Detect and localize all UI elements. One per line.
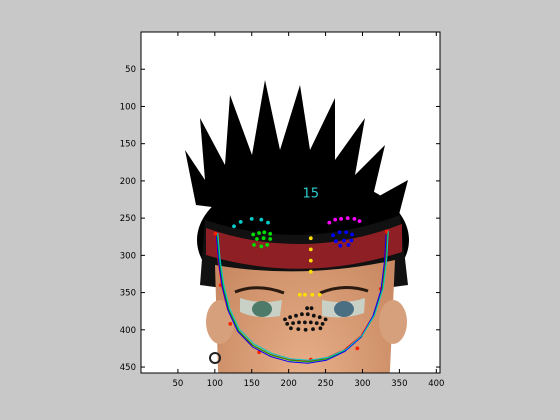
data-point-s1-3 xyxy=(268,231,273,236)
data-point-s5-7 xyxy=(323,317,328,322)
data-point-s3-6 xyxy=(349,238,354,243)
earring xyxy=(209,352,221,364)
y-tick-label-4: 250 xyxy=(120,214,136,224)
face-image xyxy=(185,80,409,420)
face-skin xyxy=(215,260,395,373)
x-tick-label-1: 100 xyxy=(207,379,223,389)
data-point-s5-2 xyxy=(294,313,298,318)
right-ear xyxy=(379,300,407,344)
data-point-s3-0 xyxy=(331,233,335,238)
data-point-s3-7 xyxy=(338,243,343,248)
data-point-s5-18 xyxy=(311,327,315,331)
data-point-s4-6 xyxy=(310,292,315,297)
axes-frame xyxy=(140,31,441,374)
data-point-s2-2 xyxy=(339,217,343,221)
y-tick-label-1: 100 xyxy=(120,102,136,112)
data-point-s4-4 xyxy=(297,292,302,297)
right-iris xyxy=(334,301,354,317)
data-point-s4-3 xyxy=(308,269,313,274)
data-point-s1-6 xyxy=(268,237,273,241)
data-point-s5-5 xyxy=(311,313,316,318)
data-point-s0-2 xyxy=(249,217,254,221)
x-tick-label-3: 200 xyxy=(281,379,297,389)
data-point-s4-7 xyxy=(317,292,322,297)
headband xyxy=(206,224,402,269)
data-point-s2-4 xyxy=(352,217,357,221)
data-point-s1-0 xyxy=(251,232,256,237)
data-point-s1-9 xyxy=(265,243,270,247)
data-point-s5-19 xyxy=(318,326,323,331)
data-point-s3-8 xyxy=(346,243,351,247)
right-brow xyxy=(319,286,369,295)
x-tick-label-6: 350 xyxy=(391,379,407,389)
x-tick-label-4: 250 xyxy=(317,379,333,389)
x-tick-label-0: 50 xyxy=(172,379,183,389)
tick-layer: 50 100 150 200 250 300 350 400 50 100 150 200 250 300… xyxy=(120,32,444,389)
data-point-s4-0 xyxy=(308,236,313,241)
data-point-s1-2 xyxy=(262,230,267,235)
nose xyxy=(293,412,315,420)
data-point-s4-1 xyxy=(308,247,313,252)
data-point-s1-5 xyxy=(261,236,266,241)
series-line-9 xyxy=(215,234,387,364)
x-tick-label-7: 400 xyxy=(428,379,444,389)
data-point-s5-9 xyxy=(291,321,295,325)
data-point-s2-0 xyxy=(327,220,332,225)
data-point-s5-20 xyxy=(305,306,309,311)
data-point-s0-4 xyxy=(266,220,270,225)
data-point-s5-16 xyxy=(296,327,301,331)
data-point-s3-2 xyxy=(344,230,349,235)
data-point-s5-12 xyxy=(308,320,313,325)
y-tick-label-3: 200 xyxy=(120,177,136,187)
data-point-s1-7 xyxy=(252,243,256,247)
data-point-s4-5 xyxy=(303,292,307,297)
data-point-s0-1 xyxy=(238,220,243,224)
data-point-s3-4 xyxy=(334,239,338,244)
data-point-s2-1 xyxy=(333,217,338,222)
data-point-s0-0 xyxy=(232,224,236,229)
data-point-s5-0 xyxy=(283,317,287,322)
plot-layer xyxy=(213,216,389,364)
x-tick-label-2: 150 xyxy=(244,379,260,389)
y-tick-label-0: 50 xyxy=(125,65,136,75)
data-point-s3-5 xyxy=(342,238,346,243)
data-point-s5-14 xyxy=(320,322,325,326)
data-point-s1-8 xyxy=(259,244,264,249)
data-point-s5-11 xyxy=(303,320,307,325)
data-point-s2-3 xyxy=(345,216,350,221)
data-point-s5-10 xyxy=(297,320,301,325)
y-tick-label-2: 150 xyxy=(120,140,136,150)
data-point-s1-1 xyxy=(257,231,261,235)
data-point-s5-15 xyxy=(289,326,293,331)
hair-spikes xyxy=(185,80,408,230)
data-point-s5-8 xyxy=(285,322,290,326)
y-tick-label-8: 450 xyxy=(120,363,136,373)
data-point-s6-2 xyxy=(228,322,233,326)
data-point-s5-3 xyxy=(300,312,304,317)
data-point-s3-3 xyxy=(350,232,354,237)
left-brow xyxy=(234,286,285,295)
data-point-s5-1 xyxy=(288,315,292,320)
series-line-10 xyxy=(217,230,389,361)
y-tick-label-5: 300 xyxy=(120,251,136,261)
data-point-s3-1 xyxy=(337,230,342,235)
left-iris xyxy=(252,301,272,317)
y-tick-label-6: 350 xyxy=(120,289,136,299)
data-point-s6-5 xyxy=(355,346,360,351)
x-tick-label-5: 300 xyxy=(354,379,370,389)
data-point-s5-17 xyxy=(303,327,308,332)
data-point-s0-3 xyxy=(259,217,264,222)
data-point-s5-4 xyxy=(305,312,310,317)
data-point-s1-4 xyxy=(255,237,259,241)
annotation-label: 15 xyxy=(303,186,320,201)
y-tick-label-7: 400 xyxy=(120,326,136,336)
data-point-s5-13 xyxy=(314,321,319,325)
data-point-s2-5 xyxy=(357,219,362,224)
data-point-s5-6 xyxy=(317,315,322,320)
left-ear xyxy=(206,300,234,344)
data-point-s5-21 xyxy=(309,306,314,311)
data-point-s4-2 xyxy=(308,258,313,263)
